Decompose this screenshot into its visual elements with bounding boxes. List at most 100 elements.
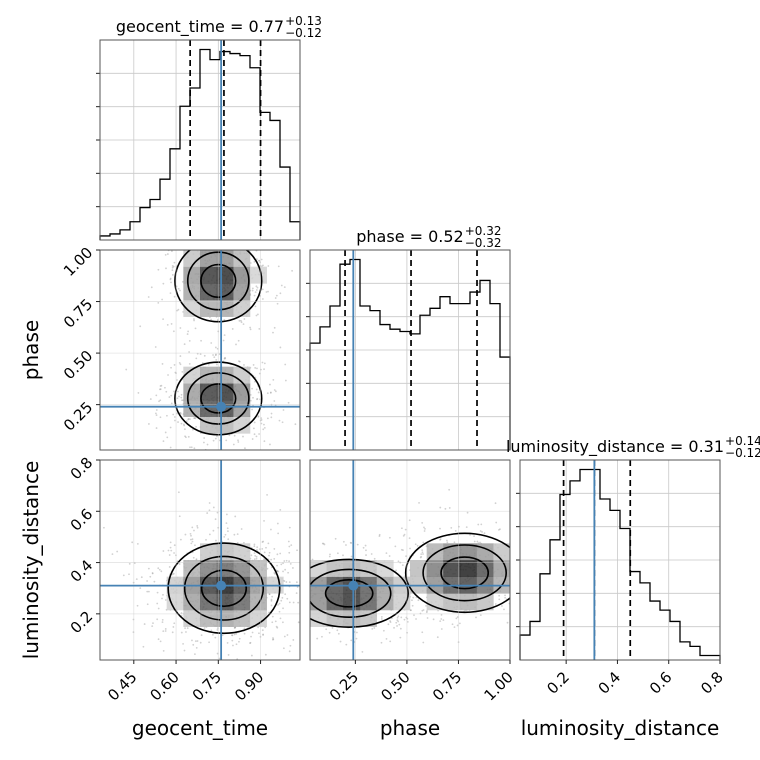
sample-point xyxy=(190,542,193,545)
sample-point xyxy=(225,439,228,442)
sample-point xyxy=(411,604,414,607)
sample-point xyxy=(193,447,196,450)
sample-point xyxy=(178,563,181,565)
sample-point xyxy=(146,603,149,606)
sample-point xyxy=(173,390,175,393)
sample-point xyxy=(279,552,282,555)
sample-point xyxy=(181,280,184,283)
sample-point xyxy=(164,630,167,632)
title-upper-error: +0.32 xyxy=(465,224,502,238)
sample-point xyxy=(249,641,252,644)
sample-point xyxy=(535,569,537,571)
sample-point xyxy=(231,639,234,642)
x-tick-label: 0.90 xyxy=(231,668,267,704)
density-cell xyxy=(233,416,251,434)
sample-point xyxy=(295,625,297,627)
panel-title-phase: phase = 0.52 xyxy=(356,227,463,246)
sample-point xyxy=(223,334,226,337)
sample-point xyxy=(223,357,226,360)
sample-point xyxy=(529,557,531,559)
sample-point xyxy=(292,595,294,597)
sample-point xyxy=(426,610,428,612)
sample-point xyxy=(266,493,268,496)
sample-point xyxy=(263,440,266,443)
sample-point xyxy=(169,546,172,549)
sample-point xyxy=(195,646,198,649)
sample-point xyxy=(523,601,525,603)
sample-point xyxy=(162,649,165,652)
contour-level xyxy=(183,555,265,621)
sample-point xyxy=(183,649,186,652)
sample-point xyxy=(179,289,181,292)
sample-point xyxy=(161,621,164,624)
sample-point xyxy=(193,417,195,420)
sample-point xyxy=(466,511,469,514)
sample-point xyxy=(423,530,426,532)
sample-point xyxy=(249,328,252,331)
sample-point xyxy=(446,541,449,544)
sample-point xyxy=(228,241,230,243)
sample-point xyxy=(307,611,309,613)
sample-point xyxy=(195,425,197,428)
sample-point xyxy=(261,541,264,543)
sample-point xyxy=(282,607,284,610)
sample-point xyxy=(553,582,555,584)
sample-point xyxy=(162,550,165,552)
sample-point xyxy=(140,576,143,579)
sample-point xyxy=(177,287,180,290)
sample-point xyxy=(286,595,288,597)
panel-frame xyxy=(309,249,511,451)
sample-point xyxy=(270,528,272,531)
sample-point xyxy=(292,639,295,641)
sample-point xyxy=(261,629,264,632)
sample-point xyxy=(267,265,270,267)
sample-point xyxy=(393,626,395,629)
sample-point xyxy=(532,607,534,609)
sample-point xyxy=(196,663,198,665)
histogram-geocent_time xyxy=(99,48,301,240)
sample-point xyxy=(218,657,221,660)
sample-point xyxy=(162,593,164,596)
sample-point xyxy=(450,526,453,529)
sample-point xyxy=(158,400,160,403)
sample-point xyxy=(417,599,420,602)
y-axis-label-luminosity_distance: luminosity_distance xyxy=(19,461,43,660)
sample-point xyxy=(147,590,150,593)
sample-point xyxy=(185,631,187,633)
sample-point xyxy=(278,610,281,613)
sample-point xyxy=(176,412,178,415)
sample-point xyxy=(253,558,256,561)
density-cell xyxy=(216,610,234,627)
sample-point xyxy=(305,602,307,604)
x-tick-label: 0.8 xyxy=(697,668,727,698)
sample-point xyxy=(292,567,294,569)
sample-point xyxy=(272,637,274,639)
density-cell xyxy=(216,416,234,434)
sample-point xyxy=(342,540,345,543)
sample-point xyxy=(205,538,207,541)
sample-point xyxy=(465,526,468,528)
sample-point xyxy=(181,370,184,373)
sample-point xyxy=(263,362,266,365)
sample-point xyxy=(274,297,277,299)
density-cell xyxy=(200,383,217,401)
sample-point xyxy=(282,570,284,573)
sample-point xyxy=(361,650,364,653)
sample-point xyxy=(517,556,519,558)
sample-point xyxy=(149,575,152,578)
sample-point xyxy=(275,625,278,628)
sample-point xyxy=(172,265,175,268)
sample-point xyxy=(254,554,257,557)
sample-point xyxy=(442,619,445,622)
sample-point xyxy=(476,540,479,543)
sample-point xyxy=(303,613,305,615)
sample-point xyxy=(221,453,223,455)
sample-point xyxy=(210,219,212,221)
sample-point xyxy=(185,420,188,423)
sample-point xyxy=(514,617,516,619)
sample-point xyxy=(305,614,307,616)
y-tick-label: 0.4 xyxy=(67,556,97,586)
sample-point xyxy=(394,545,397,548)
panel-title-luminosity_distance: luminosity_distance = 0.31 xyxy=(506,437,724,457)
sample-point xyxy=(280,599,283,602)
